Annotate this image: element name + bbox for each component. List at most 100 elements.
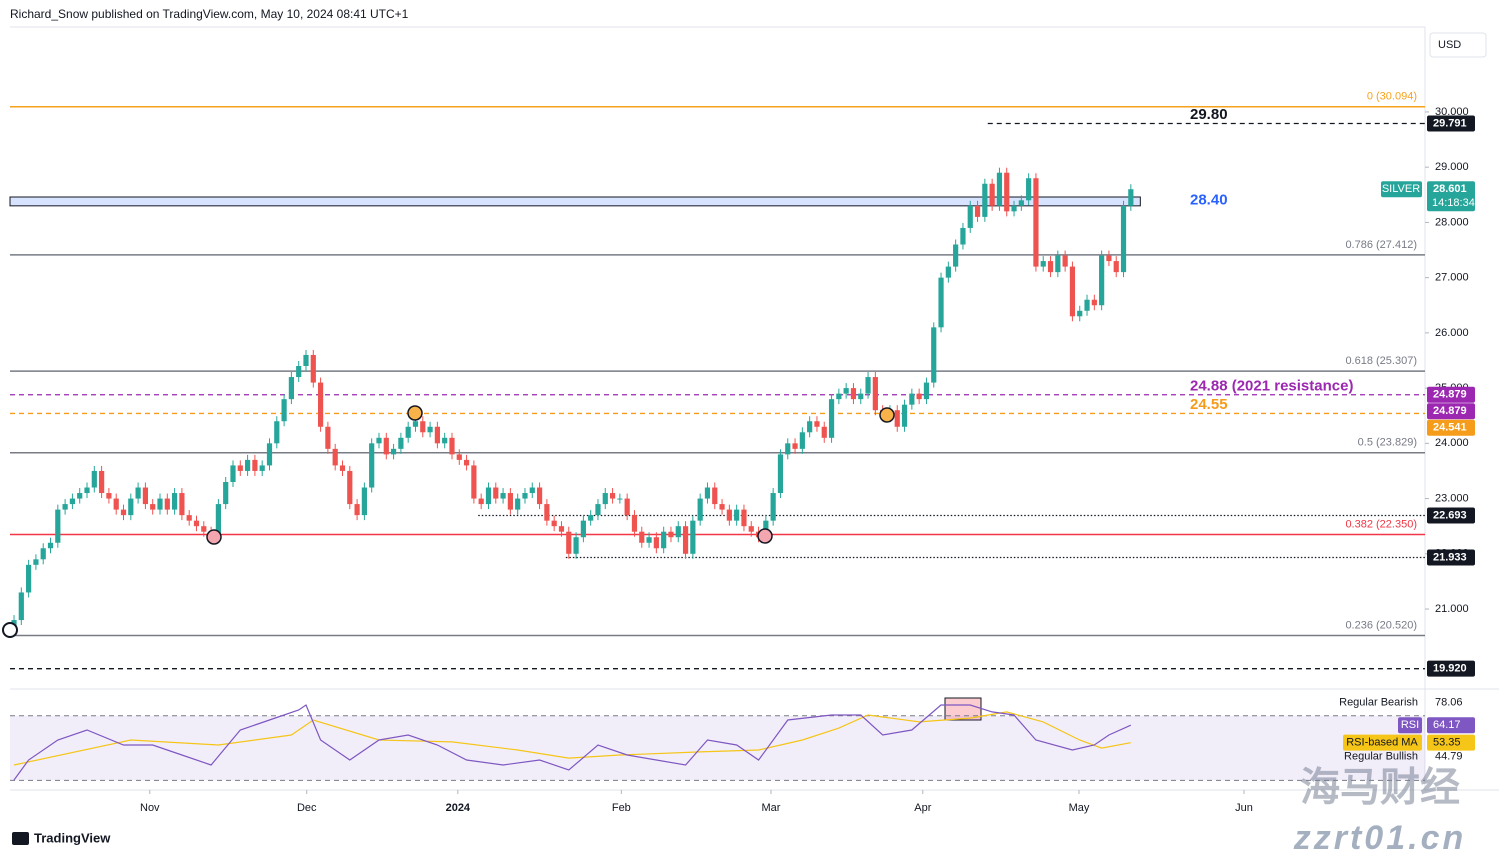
candle xyxy=(901,404,908,427)
candle xyxy=(471,465,477,499)
candle xyxy=(434,426,440,444)
candle xyxy=(522,493,528,499)
candle xyxy=(996,172,1003,206)
zone xyxy=(9,196,1141,207)
candle xyxy=(916,393,922,400)
candle xyxy=(405,426,411,438)
candle xyxy=(252,459,258,471)
candle xyxy=(1062,255,1068,267)
candle xyxy=(843,388,849,394)
marker xyxy=(879,407,895,423)
watermark: zzrt01.cn xyxy=(1293,819,1467,857)
candle xyxy=(1040,261,1046,267)
fib-label: 0.236 (20.520) xyxy=(1345,619,1417,631)
candle xyxy=(288,377,294,400)
candle xyxy=(609,493,616,499)
rsi-ma-value: 53.35 xyxy=(1433,737,1461,749)
candle xyxy=(18,592,24,621)
candle xyxy=(1091,299,1097,306)
currency-button[interactable] xyxy=(1429,32,1487,58)
candle xyxy=(573,537,579,554)
candle xyxy=(631,515,638,532)
candle xyxy=(1084,299,1090,311)
rsi-value-tag xyxy=(1427,717,1475,734)
annotation: 29.80 xyxy=(1190,106,1228,123)
candle xyxy=(1055,255,1061,273)
marker xyxy=(206,529,222,545)
price-tag xyxy=(1427,549,1475,566)
rsi-ma-value-tag xyxy=(1427,734,1475,751)
bullish-label: Regular Bullish xyxy=(1344,750,1418,762)
rsi-line xyxy=(13,704,1132,781)
candle xyxy=(960,227,966,245)
candle xyxy=(1018,200,1024,206)
candle xyxy=(244,459,251,471)
candle xyxy=(953,244,959,267)
countdown: 14:18:34 xyxy=(1432,197,1475,209)
price-tag-label: 24.879 xyxy=(1433,405,1467,417)
candle xyxy=(47,542,54,549)
y-tick-label: 24.000 xyxy=(1435,437,1469,449)
y-tick-label: 28.000 xyxy=(1435,216,1469,228)
fib-label: 0.786 (27.412) xyxy=(1345,239,1417,251)
candle xyxy=(1128,189,1134,206)
candle xyxy=(1047,261,1054,273)
candle xyxy=(1106,255,1112,262)
price-tag xyxy=(1427,403,1475,420)
rsi-ma-line xyxy=(13,711,1131,766)
candle xyxy=(172,493,178,510)
candle xyxy=(894,410,900,427)
candle xyxy=(865,377,871,394)
candle xyxy=(332,448,338,466)
fib-label: 0.618 (25.307) xyxy=(1345,355,1417,367)
candle xyxy=(1120,205,1127,273)
candle xyxy=(507,493,513,510)
candle xyxy=(777,454,784,494)
watermark: 海马财经 xyxy=(1300,766,1460,810)
candle xyxy=(807,421,813,433)
last-price: 28.601 xyxy=(1433,183,1467,195)
candle xyxy=(69,498,76,505)
price-tag-label: 22.693 xyxy=(1433,509,1467,521)
candle xyxy=(237,465,243,471)
candle xyxy=(989,183,995,206)
candle xyxy=(456,454,462,460)
candle xyxy=(150,504,156,510)
candle xyxy=(157,498,163,510)
candle xyxy=(120,509,127,516)
markers xyxy=(2,405,895,638)
candle xyxy=(646,537,652,543)
annotation: 24.55 xyxy=(1190,396,1228,413)
candle xyxy=(485,487,492,505)
candle xyxy=(113,498,119,510)
marker xyxy=(757,528,773,544)
candle xyxy=(223,481,229,505)
candle xyxy=(369,443,375,488)
candle xyxy=(325,426,331,449)
candle xyxy=(339,465,346,471)
candle xyxy=(164,498,170,510)
x-tick-label: Apr xyxy=(914,802,931,814)
candle xyxy=(449,437,455,455)
candle xyxy=(427,426,433,433)
rsi-band xyxy=(10,715,1425,781)
rsi-ma-name-tag xyxy=(1343,734,1422,751)
candle xyxy=(799,432,805,449)
candle xyxy=(303,354,309,367)
candle xyxy=(814,421,820,427)
candle xyxy=(595,504,601,516)
rsi-name: RSI xyxy=(1401,719,1419,731)
currency-label: USD xyxy=(1438,39,1461,51)
candle xyxy=(938,277,944,328)
candle xyxy=(274,421,280,444)
candle xyxy=(785,443,791,455)
candle xyxy=(500,493,506,499)
x-tick-label: Jun xyxy=(1235,802,1253,814)
y-tick-label: 30.000 xyxy=(1435,106,1469,118)
candle xyxy=(442,437,448,444)
candle xyxy=(675,526,681,538)
candle xyxy=(317,382,324,427)
candle xyxy=(617,498,623,500)
candle xyxy=(62,504,68,510)
candle xyxy=(142,487,149,505)
